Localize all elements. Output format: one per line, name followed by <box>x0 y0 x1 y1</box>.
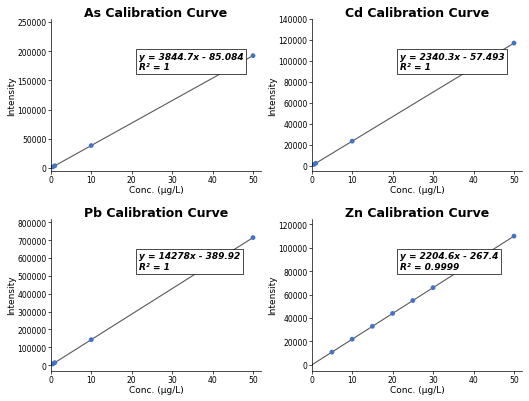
Point <box>327 349 336 355</box>
Point <box>249 235 257 241</box>
Point <box>510 233 518 240</box>
Point <box>348 139 357 145</box>
Point <box>368 323 377 330</box>
Point <box>51 163 59 170</box>
Point <box>408 298 417 304</box>
Point <box>49 164 57 171</box>
Point <box>309 162 318 168</box>
Point <box>49 361 57 367</box>
Y-axis label: Intensity: Intensity <box>7 275 16 314</box>
Point <box>429 285 437 291</box>
Text: y = 2204.6x - 267.4
R² = 0.9999: y = 2204.6x - 267.4 R² = 0.9999 <box>400 252 498 271</box>
X-axis label: Conc. (μg/L): Conc. (μg/L) <box>389 385 444 394</box>
Title: Pb Calibration Curve: Pb Calibration Curve <box>84 206 228 219</box>
Point <box>510 41 518 47</box>
Y-axis label: Intensity: Intensity <box>268 76 277 115</box>
Point <box>388 310 397 317</box>
X-axis label: Conc. (μg/L): Conc. (μg/L) <box>129 186 183 195</box>
Point <box>51 360 59 366</box>
Point <box>312 161 320 167</box>
Text: y = 2340.3x - 57.493
R² = 1: y = 2340.3x - 57.493 R² = 1 <box>400 53 505 72</box>
Point <box>348 336 357 342</box>
Title: As Calibration Curve: As Calibration Curve <box>84 7 227 20</box>
Point <box>87 336 95 343</box>
Text: y = 3844.7x - 85.084
R² = 1: y = 3844.7x - 85.084 R² = 1 <box>139 53 244 72</box>
Title: Cd Calibration Curve: Cd Calibration Curve <box>345 7 489 20</box>
X-axis label: Conc. (μg/L): Conc. (μg/L) <box>129 385 183 394</box>
Point <box>87 143 95 150</box>
Y-axis label: Intensity: Intensity <box>7 76 16 115</box>
Title: Zn Calibration Curve: Zn Calibration Curve <box>345 206 489 219</box>
X-axis label: Conc. (μg/L): Conc. (μg/L) <box>389 186 444 195</box>
Y-axis label: Intensity: Intensity <box>268 275 277 314</box>
Point <box>249 53 257 60</box>
Text: y = 14278x - 389.92
R² = 1: y = 14278x - 389.92 R² = 1 <box>139 252 240 271</box>
